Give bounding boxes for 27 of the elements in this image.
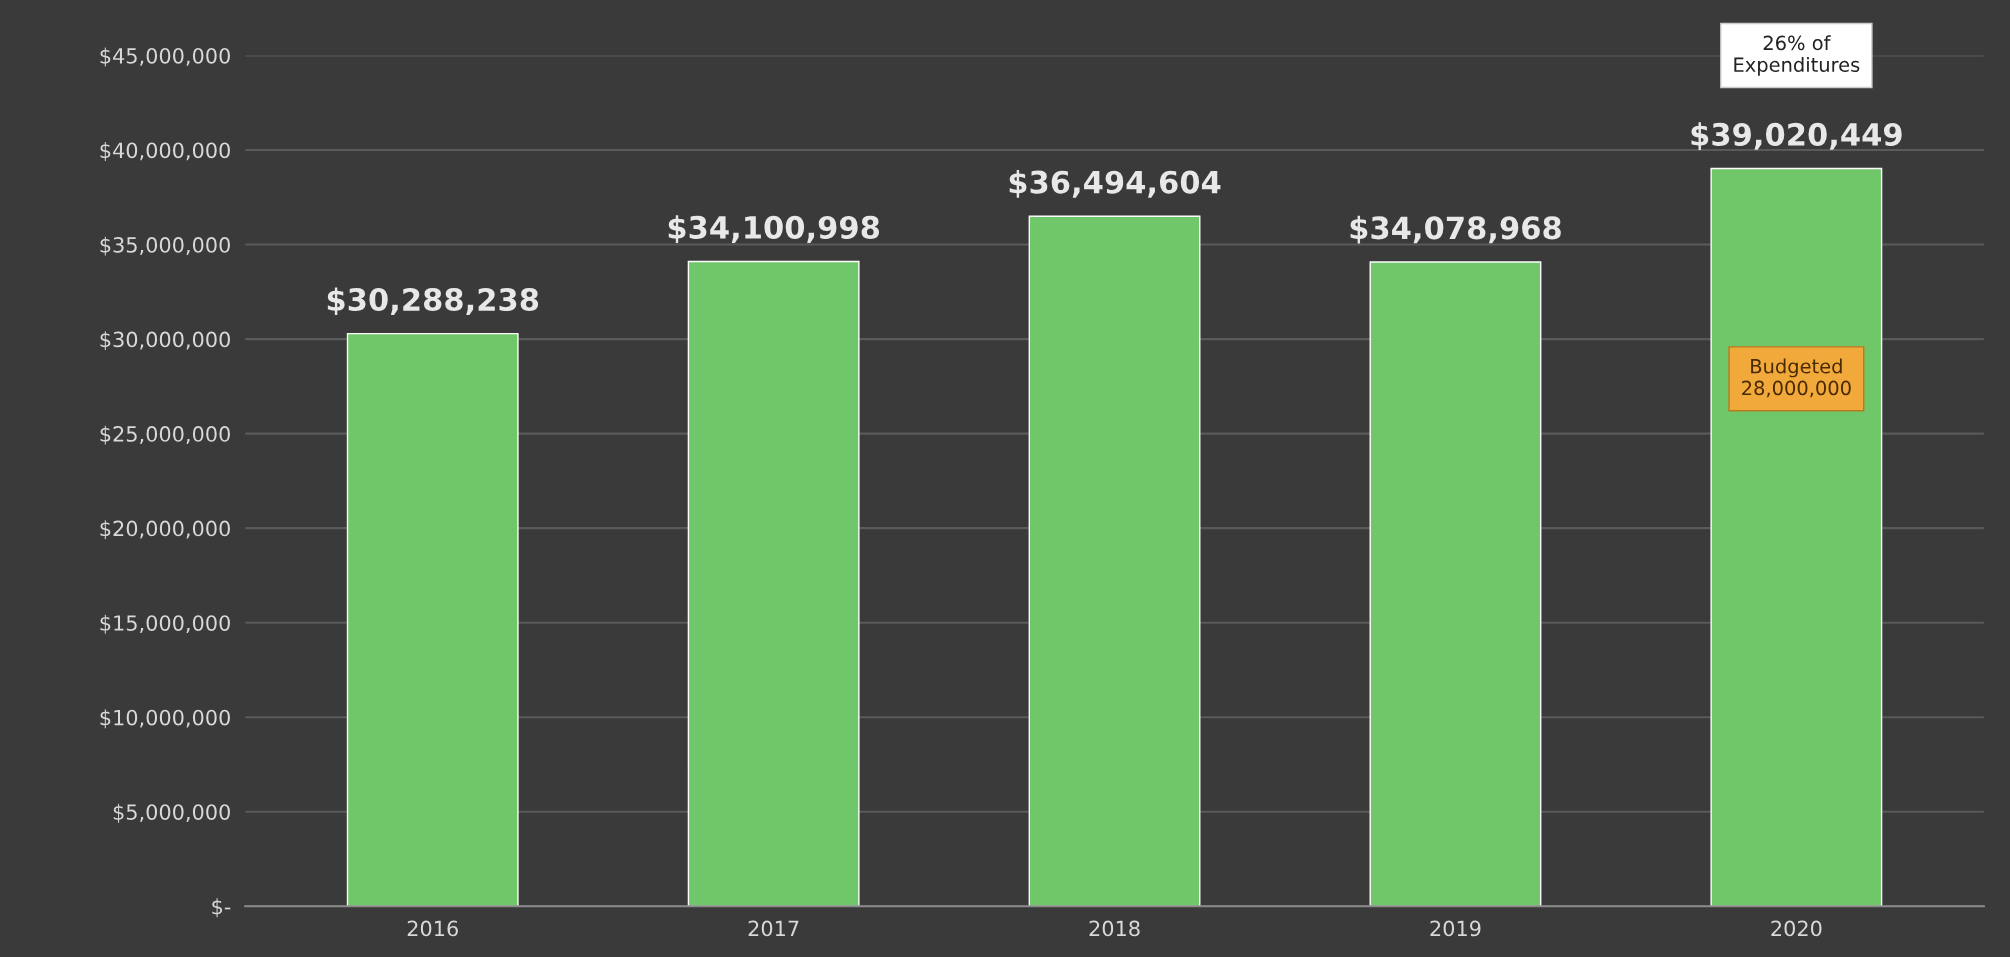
y-tick-label: $-: [212, 898, 231, 918]
y-tick-label: $5,000,000: [113, 803, 230, 823]
bar: [1710, 167, 1883, 907]
bar: [687, 260, 860, 907]
bar: [1028, 215, 1201, 907]
annotation: Budgeted 28,000,000: [1742, 358, 1851, 398]
y-tick-label: $40,000,000: [100, 142, 230, 162]
y-tick-label: $20,000,000: [100, 520, 230, 540]
bar: [1369, 261, 1542, 907]
x-tick-label: 2018: [1089, 920, 1140, 937]
data-label: $30,288,238: [327, 287, 539, 316]
x-tick-label: 2016: [407, 920, 458, 937]
data-label: $34,078,968: [1350, 215, 1561, 244]
x-tick-label: 2020: [1771, 920, 1822, 937]
data-label: $34,100,998: [668, 215, 880, 244]
data-label: $39,020,449: [1691, 122, 1902, 151]
data-label: $36,494,604: [1009, 170, 1221, 198]
y-tick-label: $30,000,000: [100, 331, 230, 351]
y-tick-label: $25,000,000: [100, 425, 230, 445]
x-tick-label: 2019: [1430, 920, 1481, 937]
y-tick-label: $35,000,000: [100, 236, 230, 256]
annotation: 26% of Expenditures: [1734, 35, 1860, 76]
y-tick-label: $10,000,000: [100, 709, 230, 729]
x-tick-label: 2017: [748, 920, 799, 937]
bar: [346, 332, 519, 907]
y-tick-label: $15,000,000: [100, 614, 230, 634]
y-tick-label: $45,000,000: [100, 47, 230, 67]
